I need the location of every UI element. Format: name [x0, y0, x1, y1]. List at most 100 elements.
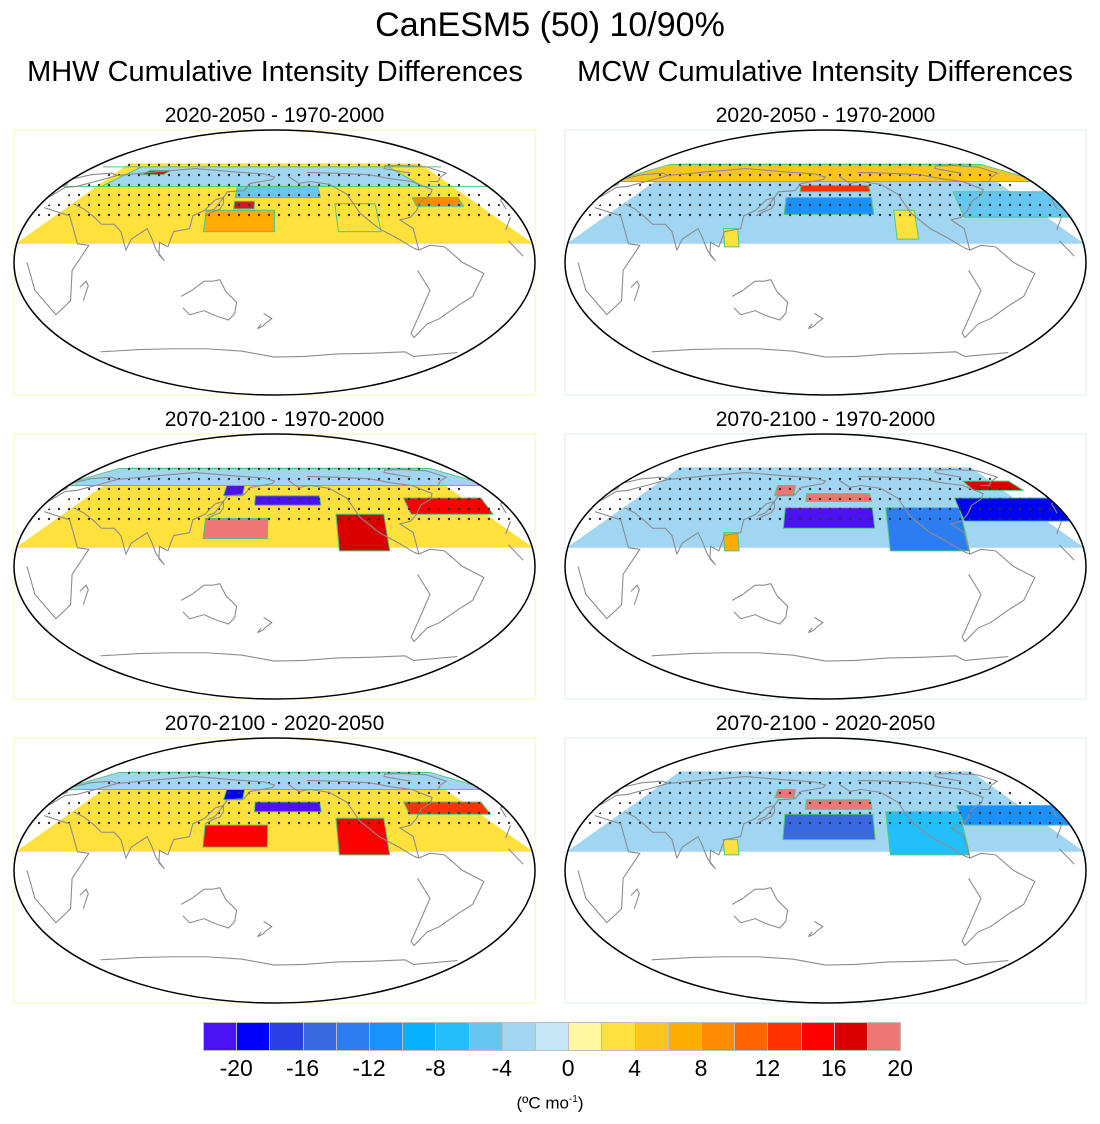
coastline-south-america	[410, 852, 485, 947]
colorbar-tick-label: 12	[754, 1055, 781, 1081]
colorbar-box	[667, 1022, 702, 1051]
coastline-japan	[205, 195, 225, 217]
coastline-new-zealand	[808, 312, 824, 330]
coastline-asia	[73, 775, 276, 870]
colorbar-box	[236, 1022, 271, 1051]
coastline-africa	[507, 544, 524, 561]
coastline-south-america	[961, 244, 1036, 339]
coastline-africa	[505, 824, 511, 839]
map-panel-mhw-row2	[13, 433, 536, 700]
coastline-africa	[26, 207, 90, 316]
map-body	[15, 434, 534, 662]
map-panel-mcw-row3	[564, 737, 1087, 1004]
coastline-madagascar	[630, 584, 640, 605]
coastline-africa	[505, 520, 511, 535]
coastline-africa	[26, 815, 90, 924]
colorbar-box	[701, 1022, 736, 1051]
coastline-new-zealand	[808, 920, 824, 938]
coastline-greenland	[383, 164, 448, 183]
coastline-africa	[1056, 824, 1062, 839]
significance-stippling	[24, 467, 525, 522]
coastline-africa	[1058, 544, 1075, 561]
colorbar-tick-label: -20	[219, 1055, 253, 1081]
map-panel-mhw-row1	[13, 129, 536, 396]
missing-data-gap	[270, 130, 279, 162]
coastline-africa	[577, 511, 641, 620]
colorbar-units: (ºC mo-1)	[0, 1089, 1100, 1115]
map-boundary	[13, 433, 536, 700]
coastline-africa	[507, 240, 524, 257]
colorbar-box	[568, 1022, 603, 1051]
map-body	[566, 130, 1085, 358]
coastline-antarctica	[274, 351, 458, 358]
coastline-australia	[180, 583, 238, 625]
coastline-greenland	[934, 468, 999, 487]
coastline-africa	[26, 511, 90, 620]
coastline-antarctica	[100, 652, 275, 662]
coastline-madagascar	[630, 280, 640, 301]
coastline-asia	[73, 471, 276, 566]
coastline-south-america	[410, 548, 485, 643]
map-body	[15, 738, 534, 966]
colorbar-tick-label: -4	[491, 1055, 513, 1081]
panel-title-mhw-row1: 2020-2050 - 1970-2000	[164, 104, 385, 127]
coastline-asia	[624, 167, 827, 262]
map-boundary	[564, 737, 1087, 1004]
coastline-antarctica	[100, 348, 275, 358]
coastline-japan	[205, 803, 225, 825]
coastline-asia	[624, 471, 827, 566]
coastline-madagascar	[79, 584, 89, 605]
coastline-japan	[756, 803, 776, 825]
coastline-antarctica	[651, 956, 826, 966]
coastline-greenland	[383, 468, 448, 487]
map-panel-mhw-row3	[13, 737, 536, 1004]
map-boundary	[13, 129, 536, 396]
coastline-north-america	[287, 475, 433, 555]
column-title-mhw: MHW Cumulative Intensity Differences	[27, 56, 523, 88]
colorbar-box	[634, 1022, 669, 1051]
colorbar-box	[734, 1022, 769, 1051]
colorbar-box	[501, 1022, 536, 1051]
colorbar-tick-label: 16	[821, 1055, 847, 1081]
coastline-asia	[624, 775, 827, 870]
colorbar-tick-label: 8	[694, 1055, 708, 1081]
colorbar-box	[302, 1022, 337, 1051]
coastline-antarctica	[825, 655, 1009, 662]
significance-stippling	[24, 163, 525, 218]
coastline-australia	[180, 279, 238, 321]
map-boundary	[564, 433, 1087, 700]
map-body	[15, 130, 534, 358]
field-region-west-pacific-warm	[202, 824, 269, 848]
coastline-japan	[756, 499, 776, 521]
coastline-africa	[577, 815, 641, 924]
panel-title-mhw-row3: 2070-2100 - 2020-2050	[164, 712, 385, 735]
significance-stippling	[575, 771, 1076, 826]
coastline-japan	[756, 195, 776, 217]
map-panel-mcw-row1	[564, 129, 1087, 396]
coastline-africa	[1056, 216, 1062, 231]
coastline-north-america	[287, 171, 433, 251]
colorbar-box	[335, 1022, 370, 1051]
field-region-south-china-sea-warm	[722, 839, 740, 856]
coastline-greenland	[934, 772, 999, 791]
colorbar-box	[800, 1022, 835, 1051]
panel-title-mcw-row2: 2070-2100 - 1970-2000	[715, 408, 936, 431]
colorbar-box	[468, 1022, 503, 1051]
column-title-mcw: MCW Cumulative Intensity Differences	[577, 56, 1073, 88]
coastline-north-america	[838, 779, 984, 859]
colorbar-tick-label: 4	[628, 1055, 641, 1081]
field-region-west-pacific-warm-max	[202, 517, 269, 540]
coastline-australia	[180, 887, 238, 929]
colorbar-box	[203, 1022, 238, 1051]
colorbar-box	[435, 1022, 470, 1051]
coastline-africa	[1058, 240, 1075, 257]
field-region-south-china-sea-warm	[723, 532, 740, 552]
coastline-africa	[1056, 520, 1062, 535]
coastline-madagascar	[630, 888, 640, 909]
coastline-madagascar	[79, 280, 89, 301]
colorbar-box	[833, 1022, 868, 1051]
missing-data-gap	[270, 738, 279, 770]
coastline-madagascar	[79, 888, 89, 909]
colorbar-box	[601, 1022, 636, 1051]
coastline-north-america	[838, 171, 984, 251]
